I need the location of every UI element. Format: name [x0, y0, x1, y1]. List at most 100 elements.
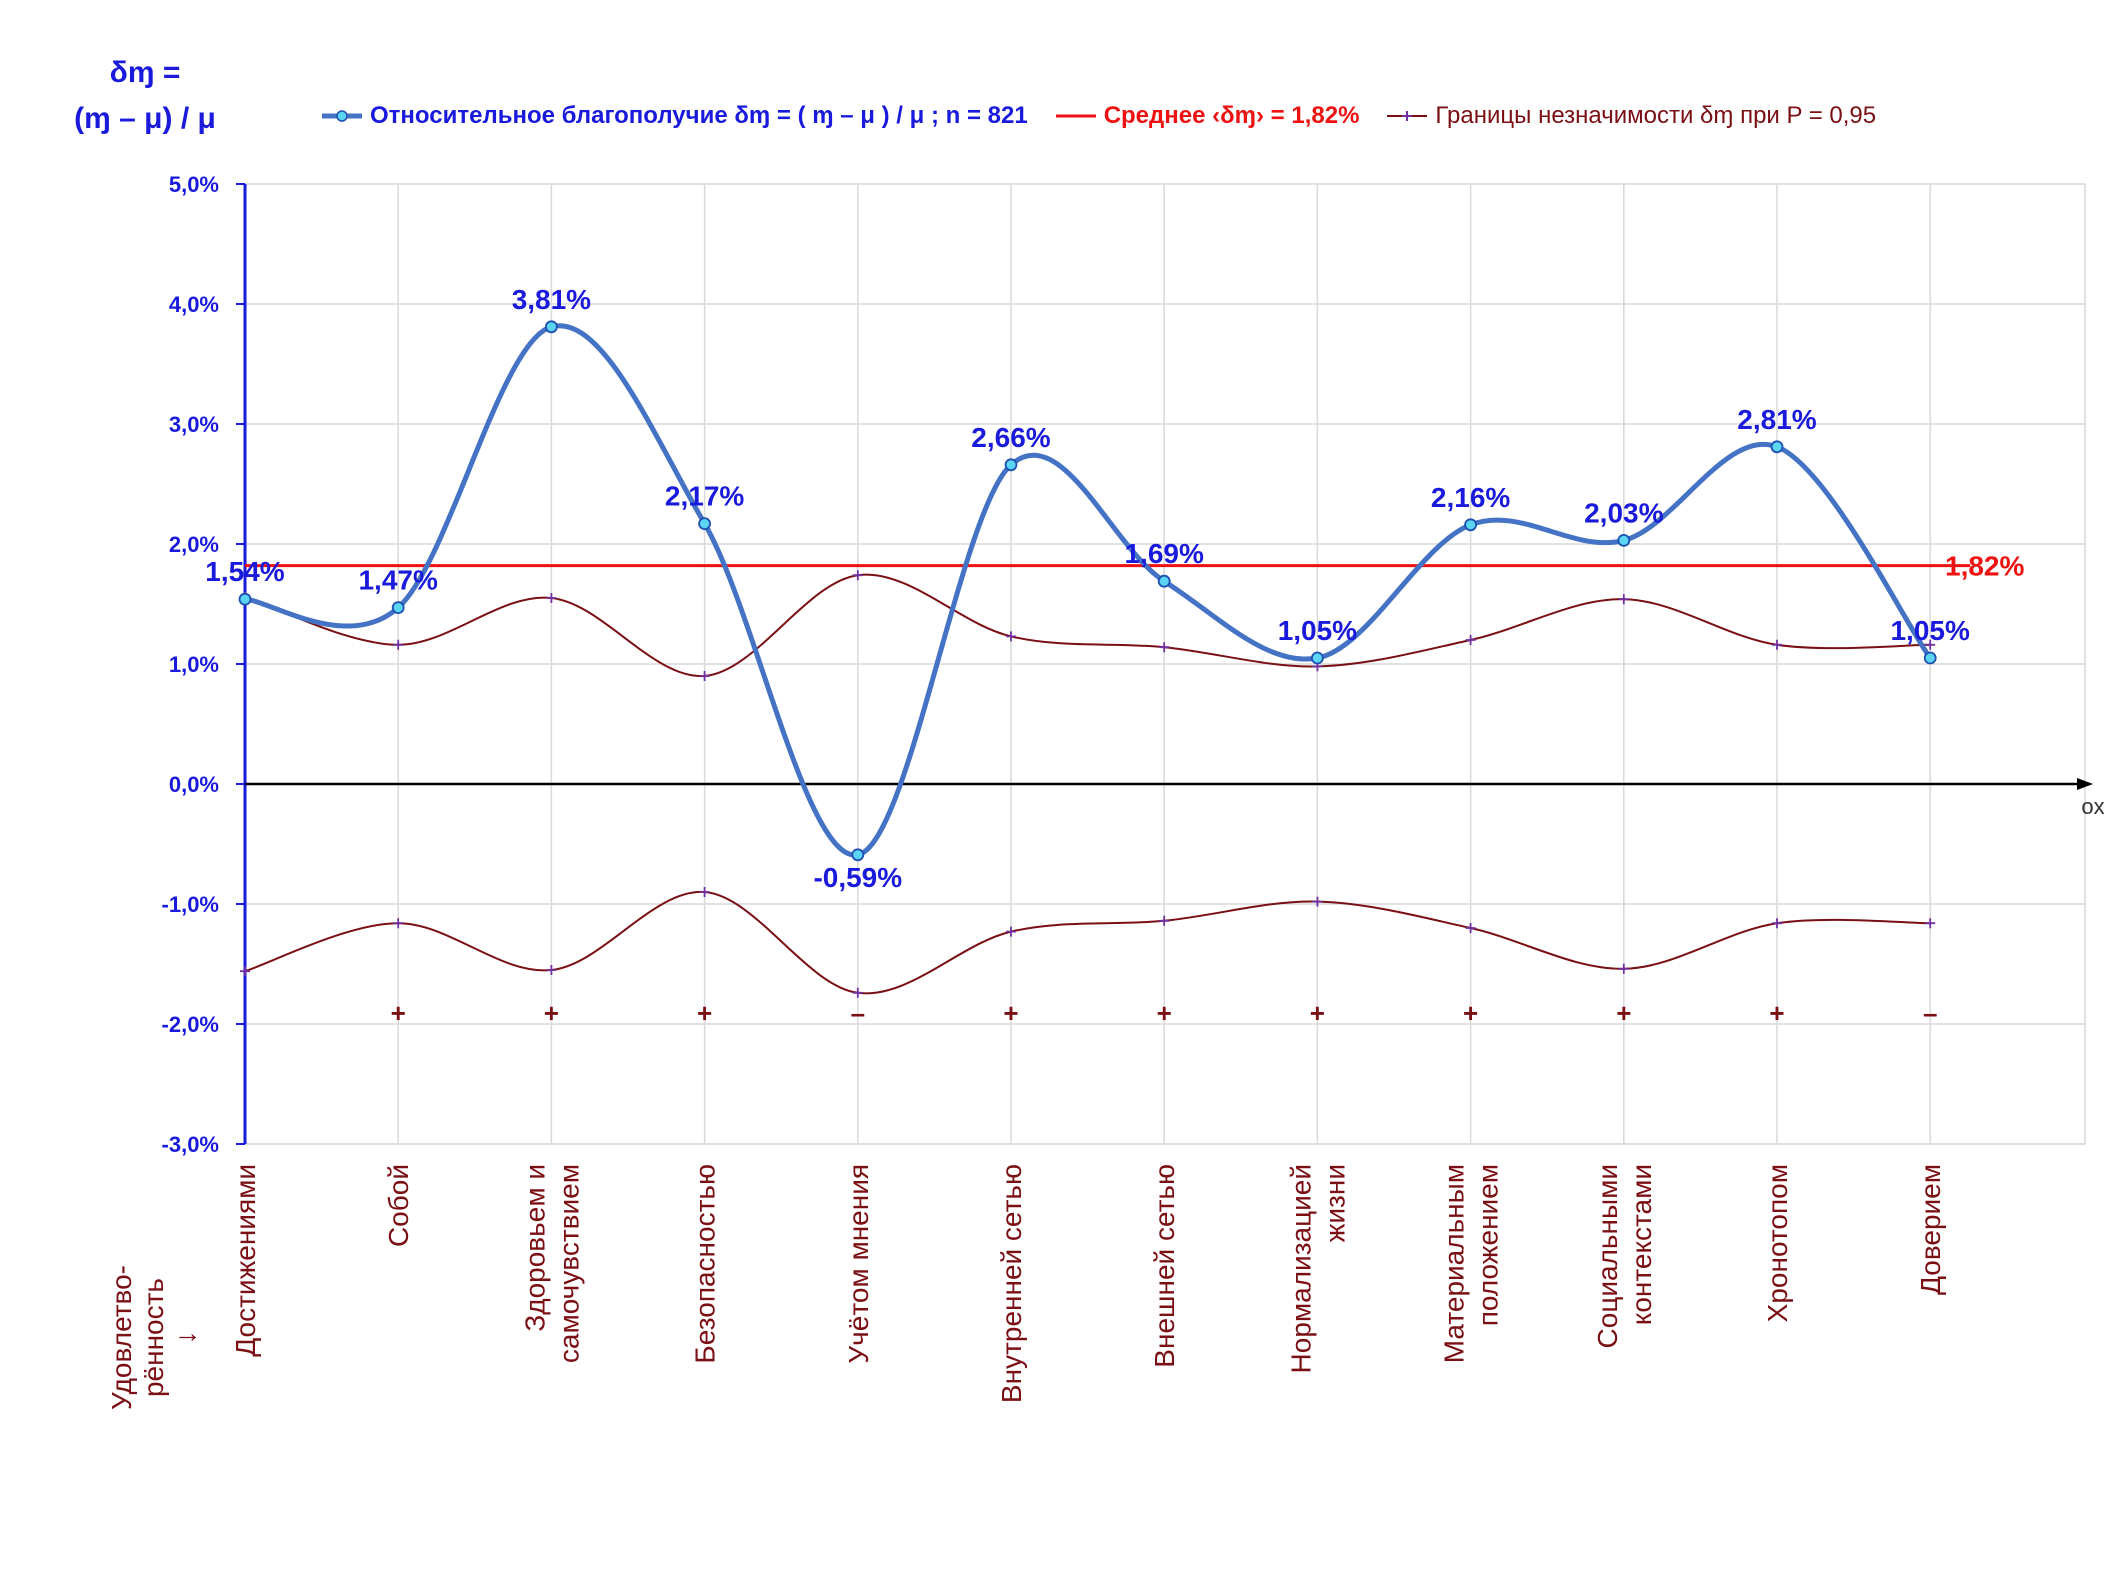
- category-label-line: Безопасностью: [690, 1164, 721, 1364]
- legend-label-main: Относительное благополучие δɱ = ( ɱ – μ …: [370, 102, 1028, 129]
- bounds-line-lower: [244, 890, 1931, 995]
- main-point: [1617, 534, 1631, 547]
- category-label: Безопасностью: [690, 1164, 721, 1364]
- category-label: Социальными контекстами: [1592, 1164, 1657, 1348]
- significance-mark: +: [1463, 998, 1478, 1028]
- bounds-point-lower: [852, 987, 863, 998]
- significance-mark: +: [697, 998, 712, 1028]
- x-axis-title-line1: Удовлетво-: [106, 1264, 137, 1410]
- category-label-line: Достижениями: [230, 1164, 261, 1357]
- category-label-line: Нормализацией: [1285, 1164, 1316, 1373]
- bounds-point-lower: [1618, 963, 1629, 974]
- category-label-line: положением: [1473, 1164, 1504, 1326]
- legend-item-mean: Среднее ‹δɱ› = 1,82%: [1054, 102, 1360, 130]
- y-tick-label: 2,0%: [169, 532, 219, 557]
- mean-line-label: 1,82%: [1945, 551, 2024, 582]
- main-point: [1464, 518, 1477, 532]
- legend: Относительное благополучие δɱ = ( ɱ – μ …: [320, 96, 1902, 136]
- y-tick-label: -1,0%: [162, 892, 219, 917]
- bounds-point-lower: [1159, 915, 1170, 926]
- main-point: [698, 517, 711, 530]
- data-label: -0,59%: [813, 862, 902, 893]
- axes: 5,0% 4,0% 3,0% 2,0% 1,0% 0,0% -1,0% -2,0% -3,0% o…: [162, 172, 2104, 1403]
- bounds-point-lower: [393, 918, 404, 929]
- main-point: [1157, 574, 1171, 588]
- y-axis-label-line2: (ɱ – μ) / μ: [74, 102, 216, 135]
- bounds-point-lower: [240, 966, 250, 977]
- category-label: Собой: [383, 1164, 414, 1247]
- category-label: Нормализацией жизни: [1285, 1164, 1350, 1373]
- significance-mark: –: [1923, 998, 1937, 1028]
- significance-mark: –: [851, 998, 865, 1028]
- y-axis-label-line1: δɱ =: [109, 56, 181, 89]
- bounds-point-lower: [546, 965, 557, 975]
- category-label: Здоровьем и самочувствием: [519, 1164, 584, 1363]
- y-tick-label: 5,0%: [169, 172, 219, 197]
- category-label-line: Здоровьем и: [519, 1164, 550, 1332]
- data-label: 1,05%: [1278, 615, 1357, 646]
- significance-mark: +: [1616, 998, 1631, 1028]
- main-point: [545, 320, 558, 334]
- bounds-point-lower: [1312, 896, 1323, 907]
- legend-label-mean: Среднее ‹δɱ› = 1,82%: [1103, 102, 1360, 129]
- category-label: Внешней сетью: [1149, 1164, 1180, 1368]
- bounds-point-lower: [699, 887, 710, 897]
- legend-marker-mean-icon: [1055, 114, 1096, 118]
- category-label-line: Доверием: [1915, 1164, 1946, 1295]
- y-tick-label: -3,0%: [162, 1132, 219, 1157]
- data-label: 2,16%: [1431, 482, 1510, 513]
- data-label: 2,81%: [1737, 404, 1816, 435]
- category-label: Учётом мнения: [843, 1164, 874, 1364]
- significance-mark: +: [1157, 998, 1172, 1028]
- data-label: 2,66%: [971, 422, 1050, 453]
- main-point: [1770, 440, 1784, 454]
- x-axis-end-label: ox: [2081, 794, 2104, 819]
- category-label: Внутренней сетью: [996, 1164, 1027, 1403]
- category-label: Материальным положением: [1439, 1164, 1504, 1363]
- bounds-point-upper: [852, 570, 863, 581]
- bounds-point-upper: [1618, 594, 1629, 605]
- bounds-point-lower: [1925, 918, 1936, 929]
- bounds-line-upper: [244, 573, 1931, 678]
- category-label-line: контекстами: [1626, 1164, 1657, 1325]
- x-axis-arrow-icon: [2077, 778, 2093, 790]
- category-label-line: Внутренней сетью: [996, 1164, 1027, 1403]
- bounds-series: + + + – + + + + + + –: [240, 570, 1937, 1028]
- x-axis-title-line2: рённость: [138, 1277, 169, 1398]
- category-label-line: Хронотопом: [1762, 1164, 1793, 1322]
- x-axis-title-text: Удовлетво-рённость ↓: [106, 1265, 202, 1410]
- bounds-point-upper: [393, 639, 404, 650]
- significance-mark: +: [1003, 998, 1018, 1028]
- category-label: Доверием: [1915, 1164, 1946, 1295]
- legend-item-main: Относительное благополучие δɱ = ( ɱ – μ …: [320, 102, 1028, 130]
- main-series: [238, 320, 1937, 862]
- data-label: 2,17%: [665, 481, 744, 512]
- legend-item-bounds: Границы незначимости δɱ при P = 0,95: [1385, 102, 1876, 130]
- bounds-point-upper: [1772, 639, 1782, 650]
- y-tick-label: 4,0%: [169, 292, 219, 317]
- main-point: [238, 592, 252, 606]
- category-label-line: самочувствием: [553, 1164, 584, 1363]
- category-label-line: Материальным: [1439, 1164, 1470, 1363]
- main-point: [1004, 458, 1018, 472]
- category-label-line: Собой: [383, 1164, 414, 1247]
- category-label-line: Социальными: [1592, 1164, 1623, 1348]
- grid: [245, 183, 2086, 1145]
- category-label: Достижениями: [230, 1164, 261, 1357]
- category-label: Хронотопом: [1762, 1164, 1793, 1322]
- y-axis-label: δɱ = (ɱ – μ) / μ: [50, 50, 240, 142]
- y-tick-label: -2,0%: [162, 1012, 219, 1037]
- legend-label-bounds: Границы незначимости δɱ при P = 0,95: [1435, 102, 1877, 129]
- data-label: 1,05%: [1890, 615, 1969, 646]
- main-line: [244, 323, 1933, 858]
- significance-mark: +: [1310, 998, 1325, 1028]
- category-label-line: Учётом мнения: [843, 1164, 874, 1364]
- y-tick-label: 0,0%: [169, 772, 219, 797]
- y-tick-label: 3,0%: [169, 412, 219, 437]
- bounds-point-lower: [1006, 926, 1016, 937]
- significance-mark: +: [544, 998, 559, 1028]
- x-axis-title-line3: ↓: [170, 1330, 201, 1345]
- main-point: [1923, 651, 1937, 665]
- significance-mark: +: [1769, 998, 1784, 1028]
- bounds-point-lower: [1465, 923, 1476, 933]
